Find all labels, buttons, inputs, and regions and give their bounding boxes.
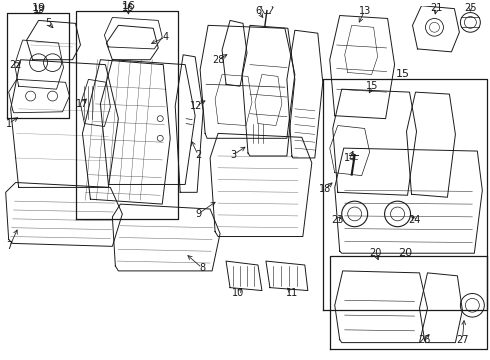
Text: 3: 3	[230, 150, 236, 160]
Text: 20: 20	[398, 248, 413, 258]
Text: 15: 15	[367, 81, 379, 91]
Text: 16: 16	[122, 3, 134, 13]
Text: 27: 27	[456, 335, 468, 345]
Text: 2: 2	[195, 150, 201, 160]
Text: 6: 6	[255, 6, 261, 15]
Text: 23: 23	[332, 215, 344, 225]
Text: 26: 26	[418, 335, 431, 345]
Text: 18: 18	[318, 184, 331, 194]
Text: 19: 19	[32, 5, 45, 15]
Text: 22: 22	[9, 60, 22, 69]
Text: 28: 28	[212, 55, 224, 65]
Text: 14: 14	[343, 153, 356, 163]
Text: 12: 12	[190, 101, 202, 111]
Text: 25: 25	[464, 3, 477, 13]
Text: 11: 11	[286, 288, 298, 297]
Text: 19: 19	[31, 3, 46, 13]
Text: 17: 17	[76, 99, 89, 109]
Text: 24: 24	[408, 215, 421, 225]
Text: 7: 7	[6, 241, 13, 251]
Text: 20: 20	[369, 248, 382, 258]
Text: 13: 13	[359, 6, 371, 15]
Text: 10: 10	[232, 288, 244, 297]
Text: 8: 8	[199, 263, 205, 273]
Text: 1: 1	[5, 118, 12, 129]
Text: 15: 15	[395, 69, 410, 80]
Text: 16: 16	[122, 1, 135, 11]
Text: 21: 21	[430, 3, 442, 13]
Text: 4: 4	[162, 32, 168, 42]
Text: 5: 5	[46, 18, 51, 28]
Text: 9: 9	[195, 209, 201, 219]
